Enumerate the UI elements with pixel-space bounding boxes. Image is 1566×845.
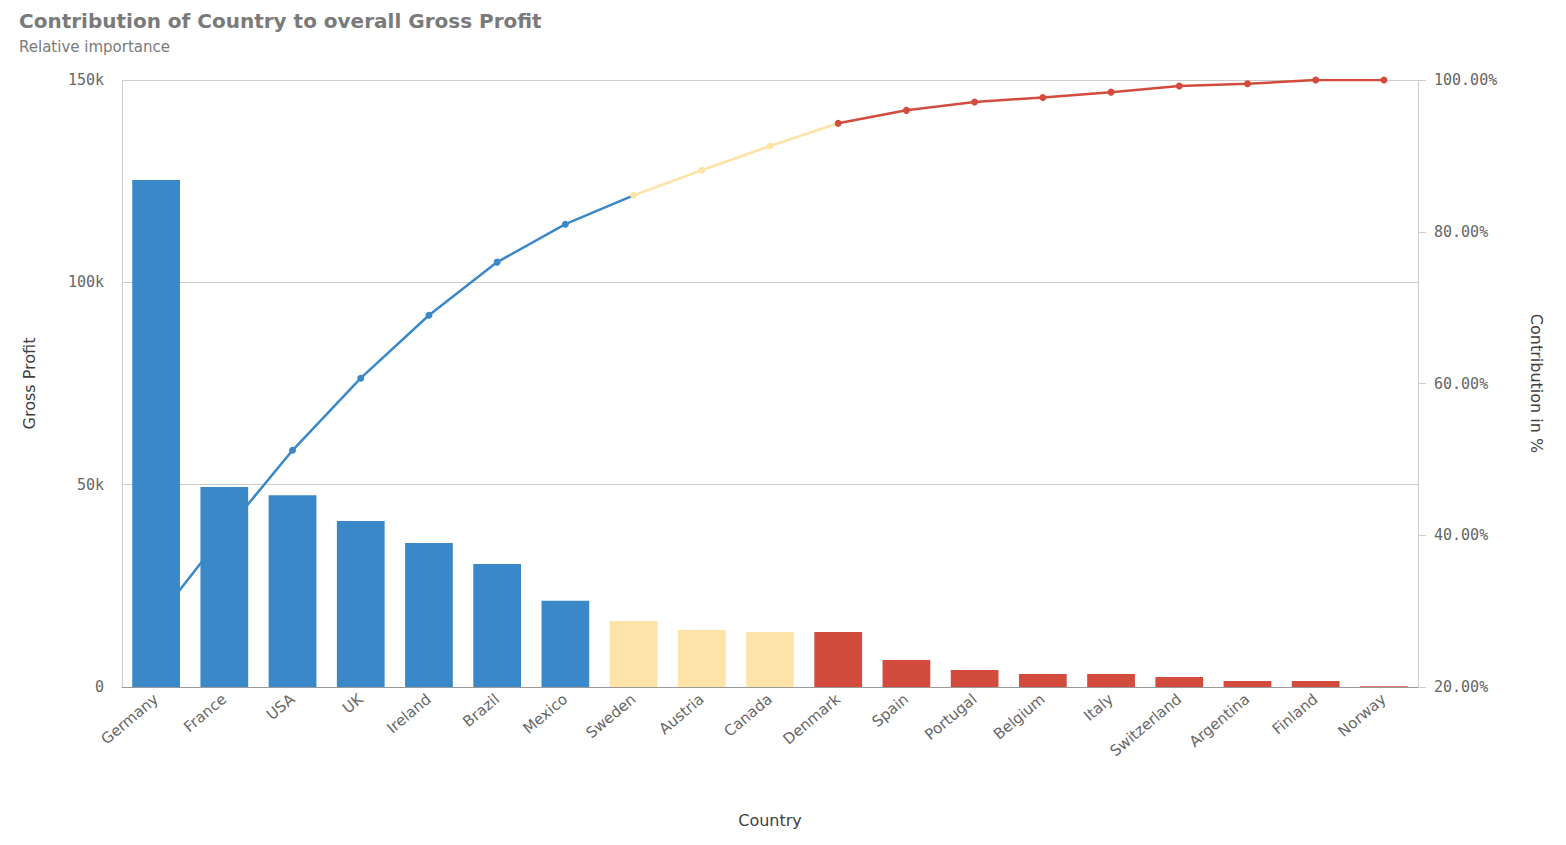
svg-text:Norway: Norway [1335, 690, 1390, 740]
svg-text:Germany: Germany [98, 690, 162, 748]
svg-text:Contribution in %: Contribution in % [1527, 314, 1546, 453]
svg-text:Argentina: Argentina [1186, 690, 1254, 751]
svg-text:0: 0 [95, 678, 104, 696]
svg-text:Sweden: Sweden [582, 690, 639, 742]
svg-text:40.00%: 40.00% [1434, 526, 1488, 544]
svg-text:100.00%: 100.00% [1434, 71, 1497, 89]
svg-text:50k: 50k [77, 476, 104, 494]
svg-text:Denmark: Denmark [780, 690, 845, 748]
svg-text:20.00%: 20.00% [1434, 678, 1488, 696]
svg-text:60.00%: 60.00% [1434, 375, 1488, 393]
svg-text:Contribution of Country to ove: Contribution of Country to overall Gross… [19, 9, 542, 33]
svg-text:100k: 100k [68, 273, 104, 291]
svg-text:Switzerland: Switzerland [1106, 690, 1185, 760]
svg-text:Belgium: Belgium [990, 690, 1049, 743]
svg-text:Ireland: Ireland [383, 690, 434, 737]
svg-text:Brazil: Brazil [459, 690, 503, 731]
svg-text:80.00%: 80.00% [1434, 223, 1488, 241]
svg-text:France: France [180, 690, 230, 736]
svg-text:Finland: Finland [1269, 690, 1322, 738]
svg-text:Portugal: Portugal [921, 690, 980, 744]
svg-text:Italy: Italy [1080, 690, 1117, 725]
svg-text:USA: USA [263, 690, 299, 724]
svg-text:Mexico: Mexico [519, 690, 571, 737]
svg-text:Gross Profit: Gross Profit [20, 338, 39, 430]
svg-text:Austria: Austria [655, 690, 707, 738]
svg-text:Relative importance: Relative importance [19, 38, 170, 56]
svg-text:UK: UK [339, 689, 367, 717]
svg-text:Spain: Spain [869, 690, 913, 731]
svg-text:150k: 150k [68, 71, 104, 89]
svg-text:Country: Country [738, 811, 802, 830]
svg-text:Canada: Canada [720, 690, 775, 740]
